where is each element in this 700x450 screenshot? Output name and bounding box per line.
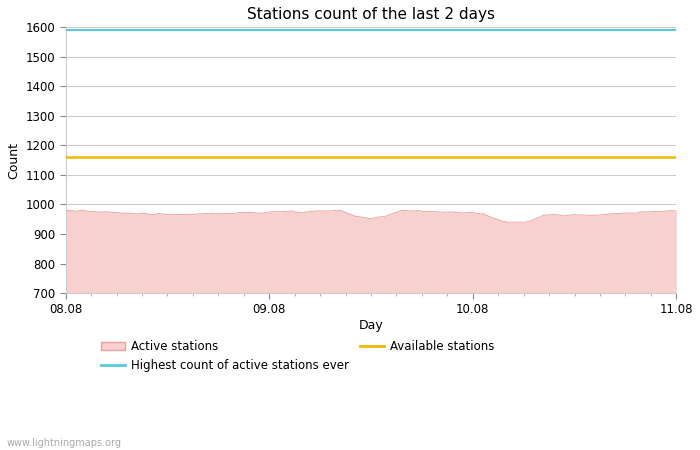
Legend: Active stations, Highest count of active stations ever, Available stations: Active stations, Highest count of active… — [101, 340, 494, 372]
Text: www.lightningmaps.org: www.lightningmaps.org — [7, 438, 122, 448]
Title: Stations count of the last 2 days: Stations count of the last 2 days — [247, 7, 495, 22]
Y-axis label: Count: Count — [7, 142, 20, 179]
X-axis label: Day: Day — [358, 319, 384, 332]
